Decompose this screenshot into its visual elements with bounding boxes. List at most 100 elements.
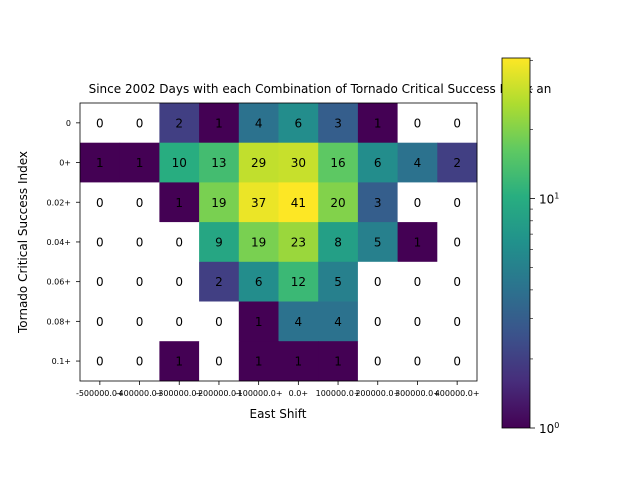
heatmap-cell [119,103,160,144]
cell-value-label: 0 [136,196,144,210]
cell-value-label: 0 [175,315,183,329]
heatmap-cell [159,182,200,223]
heatmap-cell [238,301,279,342]
cell-value-label: 0 [414,116,422,130]
heatmap-cell [357,341,398,382]
cell-value-label: 1 [295,355,303,369]
x-axis-ticks: -500000.0+-400000.0+-300000.0+-200000.0+… [76,381,480,398]
cell-value-label: 0 [96,275,104,289]
cell-value-label: 0 [414,196,422,210]
chart-title: Since 2002 Days with each Combination of… [89,82,552,96]
heatmap-cell [238,182,279,223]
cell-value-label: 4 [295,315,303,329]
heatmap-cell [199,142,240,183]
heatmap-cell [278,341,319,382]
cell-value-label: 9 [215,235,223,249]
heatmap-cell [159,301,200,342]
cell-value-label: 2 [215,275,223,289]
heatmap-cell [159,261,200,302]
cell-value-label: 41 [291,196,306,210]
heatmap-cell [238,341,279,382]
cell-value-label: 3 [334,116,342,130]
heatmap-cell [278,301,319,342]
heatmap-cell [159,341,200,382]
heatmap-cell [318,182,359,223]
cell-value-label: 0 [96,315,104,329]
heatmap-cell [199,222,240,263]
cell-value-label: 0 [453,315,461,329]
y-tick-label: 0.06+ [46,278,71,287]
cell-value-label: 1 [175,196,183,210]
cell-value-label: 1 [255,355,263,369]
cell-value-label: 0 [414,355,422,369]
y-tick-label: 0.02+ [46,198,71,207]
cell-value-label: 20 [330,196,345,210]
cell-value-label: 1 [96,156,104,170]
heatmap-cell [80,222,121,263]
heatmap-cell [357,222,398,263]
cell-value-label: 0 [96,116,104,130]
heatmap-cell [437,222,478,263]
heatmap-cell [318,261,359,302]
heatmap-cell [119,301,160,342]
cell-value-label: 0 [136,235,144,249]
heatmap-cell [357,261,398,302]
cell-value-label: 0 [96,235,104,249]
x-tick-label: -100000.0+ [235,389,283,398]
heatmap-cell [119,341,160,382]
cell-value-label: 2 [453,156,461,170]
heatmap-cell [119,261,160,302]
heatmap-cell [119,142,160,183]
heatmap-cell [437,103,478,144]
cell-value-label: 37 [251,196,266,210]
y-tick-label: 0+ [59,159,71,168]
cell-value-label: 0 [136,355,144,369]
heatmap-cell [238,142,279,183]
x-tick-label: 300000.0+ [395,389,440,398]
heatmap-cell [357,142,398,183]
heatmap-cell [397,261,438,302]
y-tick-label: 0 [66,119,71,128]
cell-value-label: 30 [291,156,306,170]
x-tick-label: 400000.0+ [435,389,480,398]
cell-value-label: 0 [453,355,461,369]
cell-value-label: 0 [136,116,144,130]
heatmap-cell [437,182,478,223]
cell-value-label: 19 [211,196,226,210]
heatmap-cell [238,222,279,263]
heatmap-cell [159,103,200,144]
heatmap-cell [199,261,240,302]
heatmap-cell [318,103,359,144]
cell-value-label: 0 [96,355,104,369]
heatmap-cell [238,261,279,302]
cell-value-label: 0 [374,315,382,329]
heatmap-cell [238,103,279,144]
heatmap-cell [119,182,160,223]
heatmap-cell [318,142,359,183]
cell-value-label: 1 [414,235,422,249]
cell-value-label: 6 [295,116,303,130]
heatmap-cell [357,301,398,342]
cell-value-label: 4 [334,315,342,329]
heatmap-cell [397,142,438,183]
heatmap-cell [357,182,398,223]
heatmap-cells [80,103,478,382]
heatmap-cell [159,142,200,183]
y-axis-label: Tornado Critical Success Index [16,151,30,334]
heatmap-cell [357,103,398,144]
y-tick-label: 0.04+ [46,238,71,247]
heatmap-cell [437,142,478,183]
cell-value-label: 0 [175,275,183,289]
cell-value-label: 16 [330,156,345,170]
heatmap-cell [80,261,121,302]
heatmap-cell [199,103,240,144]
heatmap-cell [278,142,319,183]
x-tick-label: -200000.0+ [195,389,243,398]
cell-value-label: 0 [453,196,461,210]
cell-value-label: 0 [414,315,422,329]
heatmap-cell [80,182,121,223]
cell-value-label: 29 [251,156,266,170]
cell-value-label: 8 [334,235,342,249]
colorbar-ticks: 100 101 [530,60,559,436]
